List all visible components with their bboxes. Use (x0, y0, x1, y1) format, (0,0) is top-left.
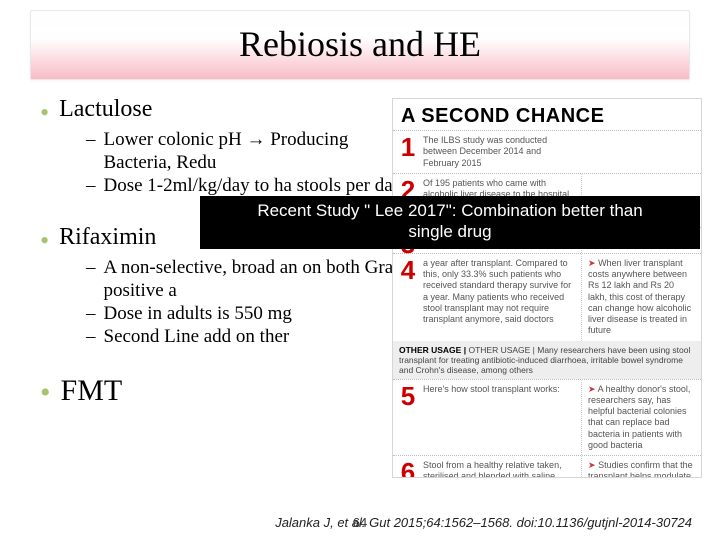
title-text: Rebiosis and HE (239, 24, 481, 64)
clip-row: 5 Here's how stool transplant works: ➤ A… (393, 379, 701, 456)
clip-right-col: ➤ A healthy donor's stool, researchers s… (581, 380, 701, 456)
sub-bullet: – Dose in adults is 550 mg (86, 302, 416, 325)
clip-number: 4 (393, 254, 423, 341)
study-overlay: Recent Study " Lee 2017": Combination be… (200, 196, 700, 249)
dash-icon: – (86, 302, 96, 325)
clip-row: 4 a year after transplant. Compared to t… (393, 253, 701, 341)
sub-bullet: – Dose 1-2ml/kg/day to ha stools per day… (86, 174, 416, 197)
dash-icon: – (86, 325, 96, 348)
sub-text: Second Line add on ther (104, 325, 417, 348)
bullet-dot-icon: • (40, 378, 51, 408)
page-number: 64 (353, 515, 367, 530)
citation-text: Jalanka J, et al. Gut 2015;64:1562–1568.… (275, 515, 692, 530)
bullet-dot-icon: • (40, 100, 49, 126)
sub-text: A non-selective, broad an on both Gram-p… (104, 256, 417, 302)
clipping-heading: A SECOND CHANCE (393, 99, 701, 130)
bullet-lactulose-label: Lactulose (59, 96, 152, 123)
citation: Jalanka J, et al. Gut 2015;64:1562–1568.… (275, 515, 692, 530)
clip-right-col: ➤ Studies confirm that the transplant he… (581, 456, 701, 478)
bullet-dot-icon: • (40, 228, 49, 254)
dash-icon: – (86, 128, 96, 174)
bullet-fmt-label: FMT (61, 374, 123, 408)
clip-row: 6 Stool from a healthy relative taken, s… (393, 455, 701, 478)
sub-bullet: – A non-selective, broad an on both Gram… (86, 256, 416, 302)
clip-row: 1 The ILBS study was conducted between D… (393, 130, 701, 173)
clip-right-text: When liver transplant costs anywhere bet… (588, 258, 691, 336)
dash-icon: – (86, 256, 96, 302)
sub-bullet: – Lower colonic pH → Producing Bacteria,… (86, 128, 416, 174)
sub-text: Dose 1-2ml/kg/day to ha stools per day. (104, 174, 417, 197)
dash-icon: – (86, 174, 96, 197)
clip-text: a year after transplant. Compared to thi… (423, 254, 581, 341)
sub-bullet: – Second Line add on ther (86, 325, 416, 348)
arrow-icon: ➤ (588, 384, 596, 394)
newspaper-clipping: A SECOND CHANCE 1 The ILBS study was con… (392, 98, 702, 478)
clip-right-col: ➤ When liver transplant costs anywhere b… (581, 254, 701, 341)
clip-text: The ILBS study was conducted between Dec… (423, 131, 581, 173)
clip-number: 6 (393, 456, 423, 478)
clip-right-col (581, 131, 701, 173)
overlay-line1: Recent Study " Lee 2017": Combination be… (257, 201, 642, 220)
overlay-line2: single drug (408, 222, 491, 241)
title-banner: Rebiosis and HE (30, 10, 690, 80)
clip-other-usage: OTHER USAGE | OTHER USAGE | Many researc… (393, 341, 701, 379)
clip-text: Stool from a healthy relative taken, ste… (423, 456, 581, 478)
bullet-rifaximin-label: Rifaximin (59, 224, 156, 251)
clip-text: Here's how stool transplant works: (423, 380, 581, 456)
arrow-icon: ➤ (588, 258, 596, 268)
clip-right-text: A healthy donor's stool, researchers say… (588, 384, 690, 450)
sub-text: Lower colonic pH → Producing Bacteria, R… (104, 128, 417, 174)
sub-text: Dose in adults is 550 mg (104, 302, 417, 325)
clip-number: 5 (393, 380, 423, 456)
arrow-icon: ➤ (588, 460, 596, 470)
clip-number: 1 (393, 131, 423, 173)
clip-right-text: Studies confirm that the transplant help… (588, 460, 693, 478)
